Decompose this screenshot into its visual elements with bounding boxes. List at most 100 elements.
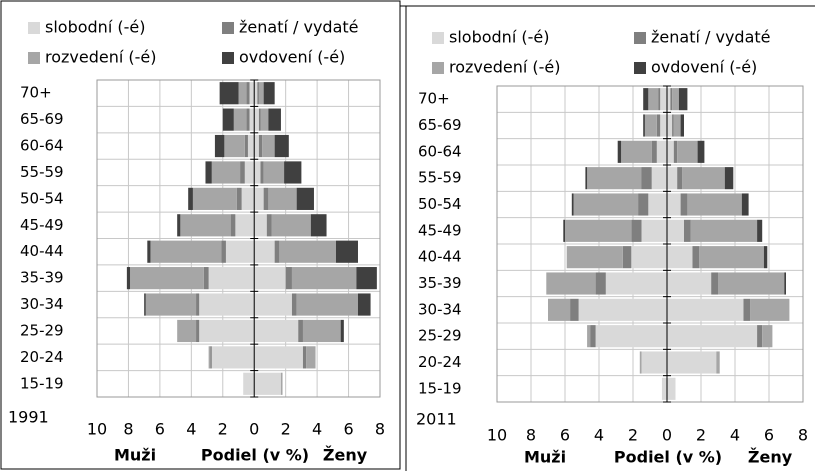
bar-men [203,267,209,290]
bar-women [298,319,303,343]
bar-men [233,108,247,131]
category-label: 45-49 [418,221,462,239]
bar-women [763,246,768,269]
bar-men [548,298,571,321]
bar-men [660,88,667,111]
legend-label: slobodní (-é) [449,28,549,47]
bar-women [254,187,264,210]
bar-men [656,114,661,137]
bar-men [214,134,225,158]
bar-men [651,140,657,163]
x-tick-label: 2 [281,420,291,439]
category-label: 40-44 [418,248,462,266]
bar-men [145,293,197,316]
bar-women [667,140,674,163]
bar-women [667,167,678,190]
bar-women [667,351,717,374]
bar-women [280,372,283,395]
bar-women [670,88,673,111]
x-tick-label: 4 [730,426,740,445]
legend-swatch [28,22,40,34]
plot-frame [496,85,804,403]
year-label: 1991 [8,408,49,427]
bar-women [667,377,676,400]
bar-women [302,346,307,369]
bar-men [563,219,565,242]
bar-men [565,219,632,242]
bar-men [221,240,226,263]
bar-women [254,346,303,369]
bar-women [690,219,758,242]
bar-women [268,108,281,131]
bar-women [697,140,705,163]
bar-women [254,108,259,131]
x-tick-label: 2 [696,426,706,445]
bar-men [246,108,250,131]
x-tick-label: 4 [594,426,604,445]
bar-men [199,293,255,316]
bar-men [661,377,667,400]
bar-men [180,214,231,237]
bar-men [571,193,574,216]
bar-women [667,193,681,216]
bar-women [254,161,261,184]
bar-men [249,108,255,131]
bar-men [150,240,222,263]
bar-women [254,319,299,343]
bar-women [266,214,272,237]
bar-women [684,219,691,242]
bar-women [279,240,336,263]
bar-men [199,319,255,343]
bar-men [631,219,642,242]
category-label: 65-69 [20,110,64,128]
bar-men [240,161,245,184]
bar-men [177,214,181,237]
category-label: 50-54 [20,189,64,207]
bar-women [296,293,358,316]
category-label: 15-19 [20,374,64,392]
bar-women [750,298,790,321]
bar-men [219,82,239,105]
bar-women [260,108,269,131]
bar-women [254,372,281,395]
year-label: 2011 [416,410,457,429]
bar-men [144,293,146,316]
bar-women [274,134,289,158]
bar-women [357,293,371,316]
bar-men [590,325,596,348]
bar-women [254,134,259,158]
bar-women [680,193,688,216]
bar-men [648,193,667,216]
bar-women [258,134,263,158]
bar-men [230,214,236,237]
bar-men [617,140,622,163]
bar-women [711,272,718,295]
bar-women [757,219,763,242]
bar-men [225,240,255,263]
bar-women [673,114,681,137]
x-tick-label: 6 [560,426,570,445]
legend-label: ženatí / vydaté [239,18,358,37]
bar-women [274,240,280,263]
bar-women [254,214,267,237]
category-label: 55-59 [418,169,462,187]
category-label: 65-69 [418,116,462,134]
bar-women [677,140,698,163]
legend-label: slobodní (-é) [45,18,145,37]
bar-men [638,193,649,216]
category-label: 20-24 [20,348,64,366]
bar-women [724,167,734,190]
category-label: 45-49 [20,216,64,234]
bar-men [566,246,623,269]
bar-men [595,272,606,295]
bar-women [262,134,275,158]
bar-men [578,298,667,321]
bar-women [718,272,785,295]
bar-men [641,167,652,190]
bar-women [263,82,275,105]
x-tick-label: 4 [312,420,322,439]
bar-women [667,114,673,137]
bar-men [211,161,241,184]
category-label: 50-54 [418,195,462,213]
bar-women [692,246,700,269]
